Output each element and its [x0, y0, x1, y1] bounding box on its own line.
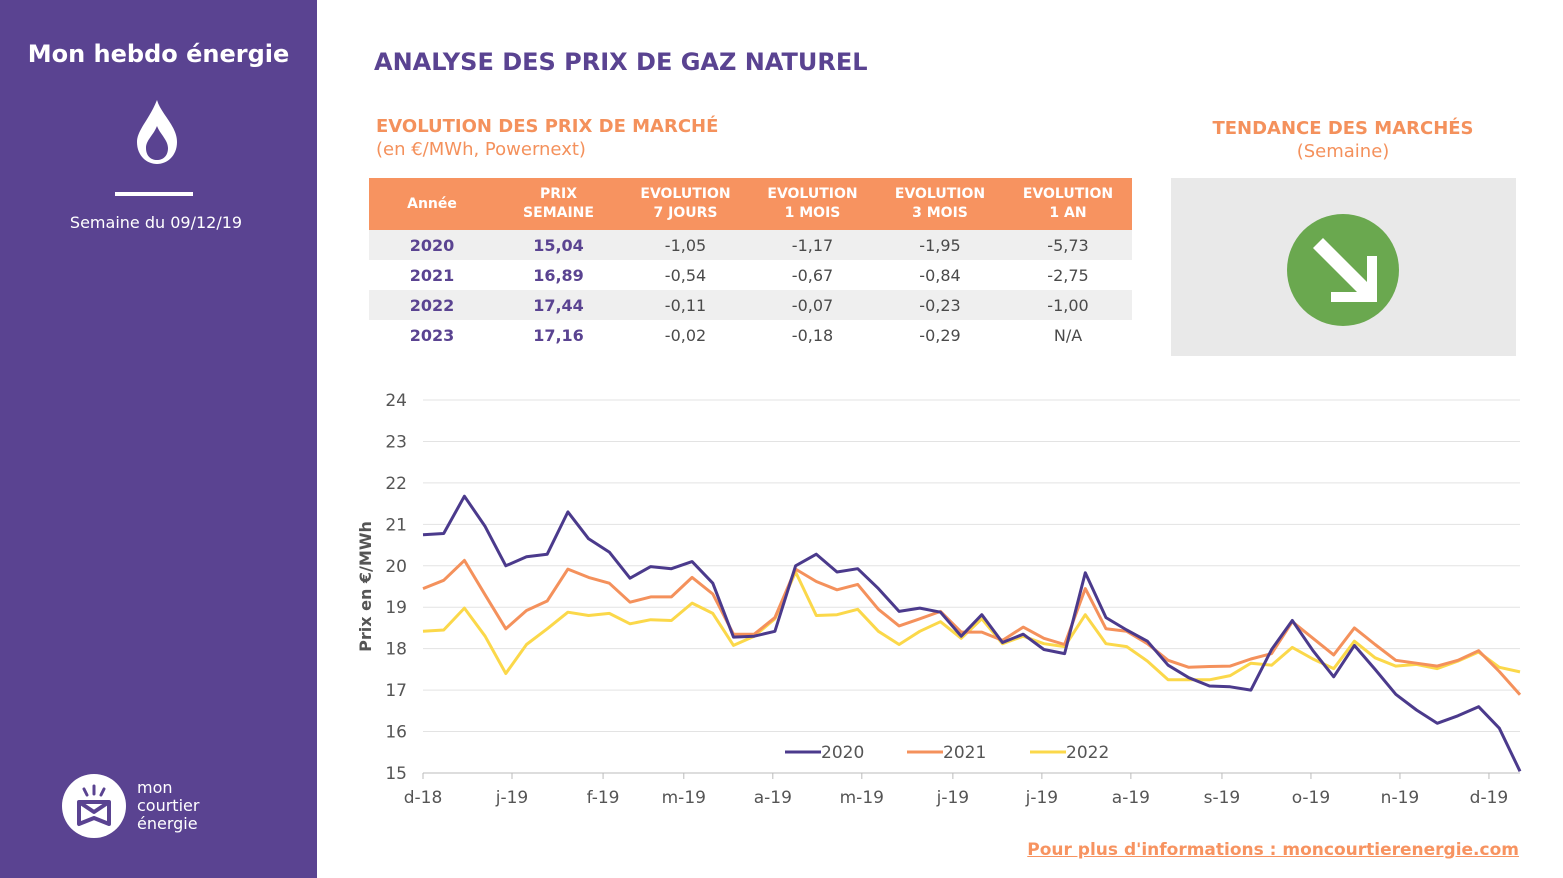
table-cell: -5,73	[1004, 230, 1132, 260]
logo-emblem-icon	[77, 784, 111, 826]
price-table: Année PRIX SEMAINE EVOLUTION 7 JOURS EVOLU…	[369, 178, 1132, 350]
table-cell: 17,44	[495, 290, 622, 320]
logo-text: mon courtier énergie	[137, 779, 199, 833]
y-tick-label: 24	[385, 391, 407, 411]
week-label: Semaine du 09/12/19	[69, 213, 243, 232]
table-cell: 17,16	[533, 325, 584, 345]
series-line-2020	[422, 494, 1522, 772]
arrow-down-right-icon	[1287, 214, 1399, 326]
table-cell: -0,18	[791, 325, 834, 345]
table-cell: -0,54	[664, 265, 707, 285]
table-cell: 15,04	[495, 230, 622, 260]
x-tick-label: d-19	[1470, 788, 1509, 808]
legend-label: 2021	[943, 743, 986, 763]
x-tick-label: o-19	[1292, 788, 1330, 808]
y-tick-label: 20	[385, 557, 407, 577]
sidebar-divider	[115, 192, 193, 196]
trend-panel	[1171, 178, 1516, 356]
logo-line: mon	[137, 778, 173, 797]
column-header: EVOLUTION 1 MOIS	[749, 178, 876, 230]
column-header: EVOLUTION 7 JOURS	[622, 178, 749, 230]
table-cell: 2020	[369, 230, 495, 260]
x-tick-label: a-19	[1112, 788, 1150, 808]
legend-label: 2022	[1066, 743, 1109, 763]
table-cell: -2,75	[1047, 265, 1089, 285]
y-axis-label: Prix en €/MWh	[356, 521, 375, 652]
table-cell: -1,05	[622, 230, 749, 260]
legend-label: 2020	[821, 743, 864, 763]
table-cell: 16,89	[533, 265, 584, 285]
series-line-2021	[422, 558, 1522, 696]
x-tick-label: j-19	[495, 788, 529, 808]
x-tick-label: m-19	[840, 788, 884, 808]
table-cell: -1,00	[1004, 290, 1132, 320]
x-tick-label: m-19	[662, 788, 706, 808]
table-title: EVOLUTION DES PRIX DE MARCHÉ	[376, 116, 719, 137]
table-note: (en €/MWh, Powernext)	[376, 139, 586, 160]
table-cell: -0,67	[791, 265, 834, 285]
y-tick-label: 16	[385, 723, 407, 743]
table-cell: -1,95	[876, 230, 1004, 260]
table-cell: 2021	[409, 265, 455, 285]
company-logo	[62, 774, 126, 838]
column-header: PRIX SEMAINE	[495, 178, 622, 230]
x-tick-label: s-19	[1204, 788, 1241, 808]
table-cell: -0,29	[919, 325, 961, 345]
x-tick-label: j-19	[936, 788, 970, 808]
sidebar: Mon hebdo énergie Semaine du 09/12/19 mo…	[0, 0, 317, 878]
series-line-2022	[422, 570, 1521, 682]
table-cell: -0,11	[622, 290, 749, 320]
table-cell: -1,17	[749, 230, 876, 260]
table-cell: -0,07	[749, 290, 876, 320]
brand-title: Mon hebdo énergie	[27, 40, 290, 68]
trend-title: TENDANCE DES MARCHÉS	[1212, 118, 1474, 139]
x-tick-label: a-19	[754, 788, 792, 808]
table-row: 2020 15,04 -1,05 -1,17 -1,95 -5,73	[369, 230, 1132, 260]
table-row: 2021 16,89 -0,54 -0,67 -0,84 -2,75	[369, 260, 1132, 290]
logo-line: courtier	[137, 796, 200, 815]
x-tick-label: f-19	[587, 788, 620, 808]
y-tick-label: 18	[385, 640, 407, 660]
x-tick-label: j-19	[1025, 788, 1059, 808]
table-header-row: Année PRIX SEMAINE EVOLUTION 7 JOURS EVOLU…	[369, 178, 1132, 230]
column-header: Année	[369, 178, 495, 230]
table-cell: 2023	[409, 325, 455, 345]
flame-icon	[137, 100, 177, 164]
x-tick-label: d-18	[404, 788, 443, 808]
table-cell: 2022	[369, 290, 495, 320]
logo-line: énergie	[137, 814, 198, 833]
column-header: EVOLUTION 3 MOIS	[876, 178, 1004, 230]
footer-link[interactable]: Pour plus d'informations : moncourtieren…	[1027, 840, 1519, 860]
column-header: EVOLUTION 1 AN	[1004, 178, 1132, 230]
y-tick-label: 23	[385, 432, 407, 452]
y-tick-label: 17	[385, 681, 407, 701]
trend-note: (Semaine)	[1296, 141, 1390, 162]
y-tick-label: 19	[385, 598, 407, 618]
x-tick-label: n-19	[1381, 788, 1420, 808]
y-tick-label: 15	[385, 764, 407, 784]
table-cell: N/A	[1053, 325, 1083, 345]
page-title: ANALYSE DES PRIX DE GAZ NATUREL	[374, 48, 868, 76]
y-tick-label: 22	[385, 474, 407, 494]
table-cell: -0,84	[919, 265, 961, 285]
table-cell: -0,02	[664, 325, 707, 345]
table-row: 2023 17,16 -0,02 -0,18 -0,29 N/A	[369, 320, 1132, 350]
table-row: 2022 17,44 -0,11 -0,07 -0,23 -1,00	[369, 290, 1132, 320]
y-tick-label: 21	[385, 515, 407, 535]
table-cell: -0,23	[876, 290, 1004, 320]
